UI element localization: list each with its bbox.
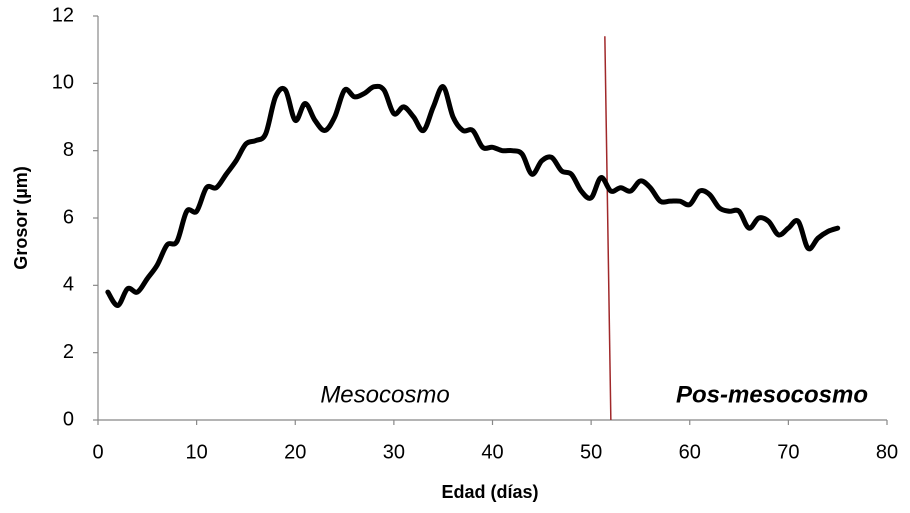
x-tick-label: 70 xyxy=(777,441,799,463)
y-axis-title: Grosor (µm) xyxy=(11,166,31,269)
y-tick-label: 8 xyxy=(63,139,74,161)
x-tick-label: 20 xyxy=(284,441,306,463)
x-tick-label: 50 xyxy=(580,441,602,463)
y-tick-label: 12 xyxy=(52,4,74,26)
x-tick-label: 10 xyxy=(186,441,208,463)
y-tick-label: 2 xyxy=(63,341,74,363)
x-tick-label: 40 xyxy=(481,441,503,463)
data-line xyxy=(105,83,841,309)
x-axis-title: Edad (días) xyxy=(441,482,538,502)
y-tick-label: 10 xyxy=(52,72,74,94)
divider-line xyxy=(604,36,612,421)
x-tick-label: 60 xyxy=(679,441,701,463)
y-tick-label: 4 xyxy=(63,274,74,296)
y-tick-label: 6 xyxy=(63,206,74,228)
x-tick-label: 30 xyxy=(383,441,405,463)
x-tick-label: 0 xyxy=(92,441,103,463)
annotation: Mesocosmo xyxy=(320,381,449,408)
y-tick-label: 0 xyxy=(63,408,74,430)
x-tick-label: 80 xyxy=(876,441,898,463)
annotation: Pos-mesocosmo xyxy=(676,381,868,408)
